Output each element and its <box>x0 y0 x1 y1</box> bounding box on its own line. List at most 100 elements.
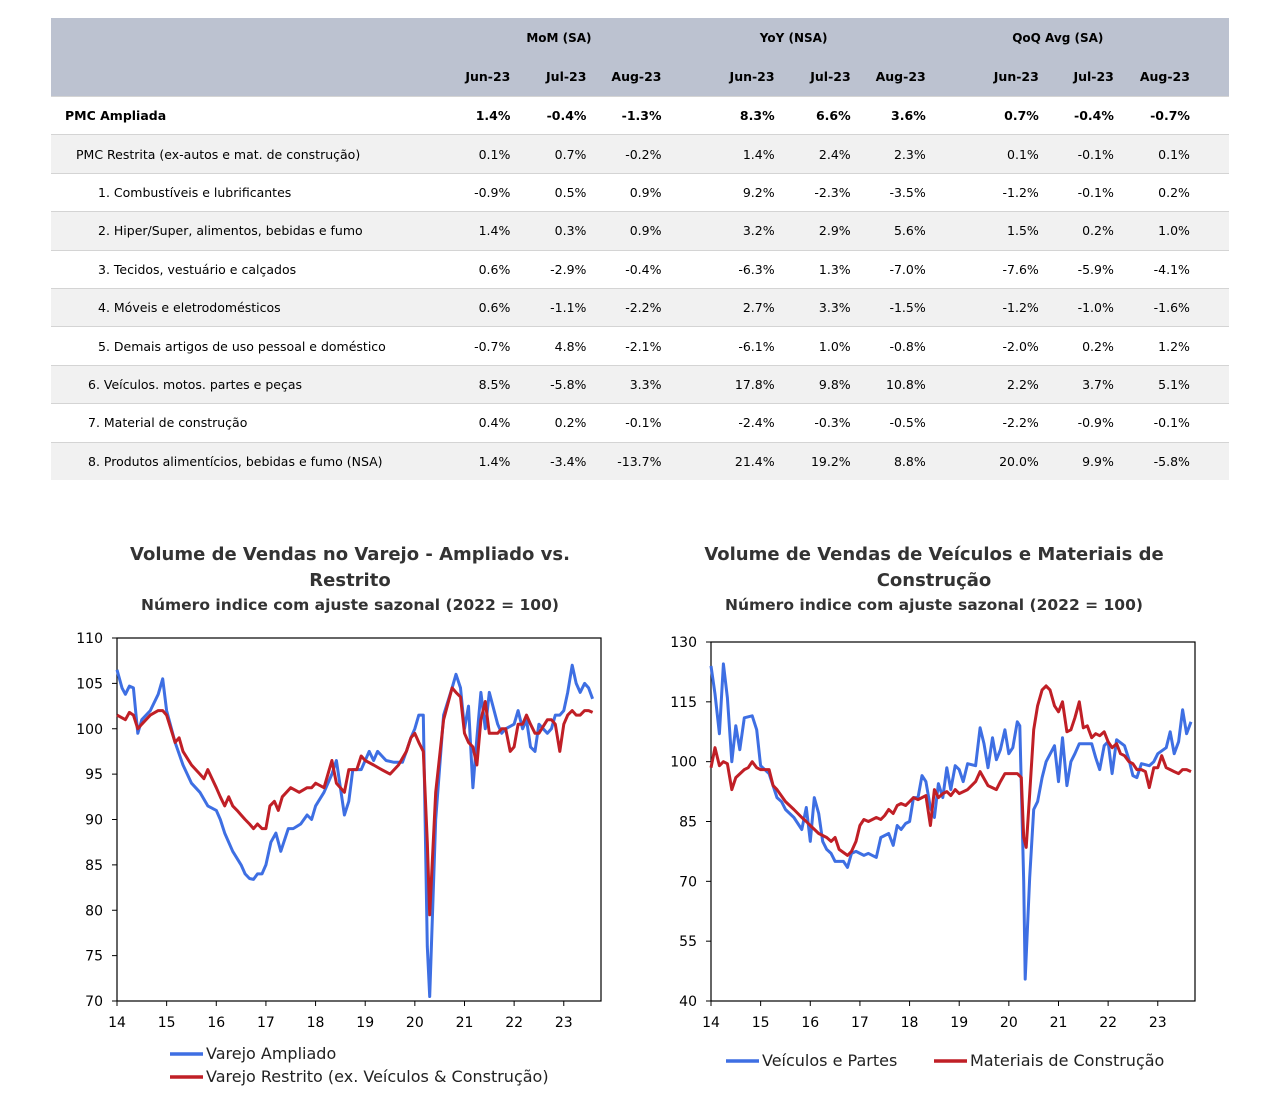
y-tick-label: 70 <box>679 874 697 890</box>
table-cell: 1.0% <box>774 326 851 366</box>
table-cell: -0.7% <box>1113 95 1190 135</box>
chart1-subtitle: Número indice com ajuste sazonal (2022 =… <box>141 596 559 614</box>
table-cell: -0.1% <box>586 403 662 443</box>
x-tick-label: 21 <box>456 1015 474 1031</box>
table-cell: 8.5% <box>456 364 511 404</box>
x-tick-label: 22 <box>505 1015 523 1031</box>
table-cell: 1.3% <box>774 249 851 289</box>
x-tick-label: 23 <box>555 1015 573 1031</box>
y-tick-label: 110 <box>76 631 103 647</box>
x-tick-label: 16 <box>801 1015 819 1031</box>
table-cell: -0.9% <box>1038 403 1114 443</box>
table-row: 8. Produtos alimentícios, bebidas e fumo… <box>51 441 1229 481</box>
y-tick-label: 75 <box>85 949 103 965</box>
plot-frame <box>116 637 602 1002</box>
table-cell: 1.4% <box>456 95 511 135</box>
table-cell: 0.5% <box>510 172 587 212</box>
x-tick-label: 18 <box>307 1015 325 1031</box>
table-cell: 1.4% <box>456 441 511 481</box>
row-label: 2. Hiper/Super, alimentos, bebidas e fum… <box>51 211 457 251</box>
table-row: 3. Tecidos, vestuário e calçados 0.6% -2.9… <box>51 249 1229 289</box>
x-tick-label: 18 <box>901 1015 919 1031</box>
table-cell: -1.2% <box>925 287 1039 327</box>
x-tick-label: 17 <box>851 1015 869 1031</box>
legend-label: Varejo Restrito (ex. Veículos & Construç… <box>206 1067 549 1086</box>
table-cell: 0.2% <box>1038 211 1114 251</box>
chart2-title: Volume de Vendas de Veículos e Materiais… <box>704 544 1164 591</box>
table-cell: 3.7% <box>1038 364 1114 404</box>
table-cell: -2.2% <box>925 403 1039 443</box>
x-tick-label: 23 <box>1149 1015 1167 1031</box>
table-cell: 0.2% <box>1038 326 1114 366</box>
table-cell: 1.4% <box>661 134 775 174</box>
y-tick-label: 95 <box>85 767 103 783</box>
x-tick-label: 20 <box>406 1015 424 1031</box>
table-cell: 4.8% <box>510 326 587 366</box>
x-tick-label: 22 <box>1099 1015 1117 1031</box>
y-tick-label: 85 <box>679 815 697 831</box>
table-cell: -7.6% <box>925 249 1039 289</box>
table-cell: -3.4% <box>510 441 587 481</box>
table-cell: 5.1% <box>1113 364 1190 404</box>
table-cell: 17.8% <box>661 364 775 404</box>
table-cell: 6.6% <box>774 95 851 135</box>
row-label: 1. Combustíveis e lubrificantes <box>51 172 457 212</box>
chart1-title-block: Volume de Vendas no Varejo - Ampliado vs… <box>100 542 600 616</box>
table-cell: -5.8% <box>1113 441 1190 481</box>
table-row: 6. Veículos. motos. partes e peças 8.5% -5… <box>51 364 1229 404</box>
month-header: Jul-23 <box>810 69 851 84</box>
table-cell: -6.1% <box>661 326 775 366</box>
chart1-svg: 70 75 80 85 90 95 100 105 110 14 15 16 17 18 19 20 21 22 2… <box>76 631 602 1086</box>
table-cell: 3.3% <box>586 364 662 404</box>
month-header: Jun-23 <box>729 69 775 84</box>
table-cell: -1.2% <box>925 172 1039 212</box>
table-cell: -2.4% <box>661 403 775 443</box>
y-tick-label: 100 <box>76 722 103 738</box>
table-cell: -4.1% <box>1113 249 1190 289</box>
table-cell: -3.5% <box>850 172 926 212</box>
y-tick-label: 130 <box>670 635 697 651</box>
table-cell: -1.6% <box>1113 287 1190 327</box>
x-tick-label: 17 <box>257 1015 275 1031</box>
table-cell: 8.3% <box>661 95 775 135</box>
table-cell: -1.1% <box>510 287 587 327</box>
table-cell: -5.9% <box>1038 249 1114 289</box>
table-cell: 2.7% <box>661 287 775 327</box>
table-cell: -7.0% <box>850 249 926 289</box>
table-cell: -6.3% <box>661 249 775 289</box>
table-cell: -0.1% <box>1038 172 1114 212</box>
row-label: 3. Tecidos, vestuário e calçados <box>51 249 457 289</box>
table-cell: -0.8% <box>850 326 926 366</box>
table-cell: -0.7% <box>456 326 511 366</box>
table-cell: -1.3% <box>586 95 662 135</box>
row-label: 7. Material de construção <box>51 403 457 443</box>
row-label: 8. Produtos alimentícios, bebidas e fumo… <box>51 441 457 481</box>
group-header-yoy: YoY (NSA) <box>759 30 828 45</box>
table-cell: 0.2% <box>1113 172 1190 212</box>
table-cell: 21.4% <box>661 441 775 481</box>
month-header: Aug-23 <box>875 69 926 84</box>
x-tick-label: 15 <box>158 1015 176 1031</box>
table-cell: -0.4% <box>1038 95 1114 135</box>
month-header: Jun-23 <box>993 69 1039 84</box>
series-line <box>709 684 1192 857</box>
table-cell: -1.0% <box>1038 287 1114 327</box>
table-cell: 0.9% <box>586 211 662 251</box>
y-tick-label: 100 <box>670 755 697 771</box>
table-row: 1. Combustíveis e lubrificantes -0.9% 0.5%… <box>51 172 1229 212</box>
table-cell: 0.1% <box>456 134 511 174</box>
chart2-svg: 40 55 70 85 100 115 130 14 15 16 17 18 19 20 21 22 23 Veí… <box>670 635 1196 1070</box>
group-header-mom: MoM (SA) <box>526 30 592 45</box>
table-cell: -13.7% <box>586 441 662 481</box>
row-label: PMC Ampliada <box>51 95 457 135</box>
table-cell: 5.6% <box>850 211 926 251</box>
table-cell: 0.4% <box>456 403 511 443</box>
table-cell: 3.6% <box>850 95 926 135</box>
summary-table: MoM (SA) YoY (NSA) QoQ Avg (SA) Jun-23 J… <box>51 18 1229 481</box>
table-cell: 0.7% <box>925 95 1039 135</box>
table-cell: -0.4% <box>510 95 587 135</box>
x-tick-label: 19 <box>950 1015 968 1031</box>
series-line <box>709 662 1193 981</box>
chart2-subtitle: Número indice com ajuste sazonal (2022 =… <box>725 596 1143 614</box>
table-cell: 8.8% <box>850 441 926 481</box>
